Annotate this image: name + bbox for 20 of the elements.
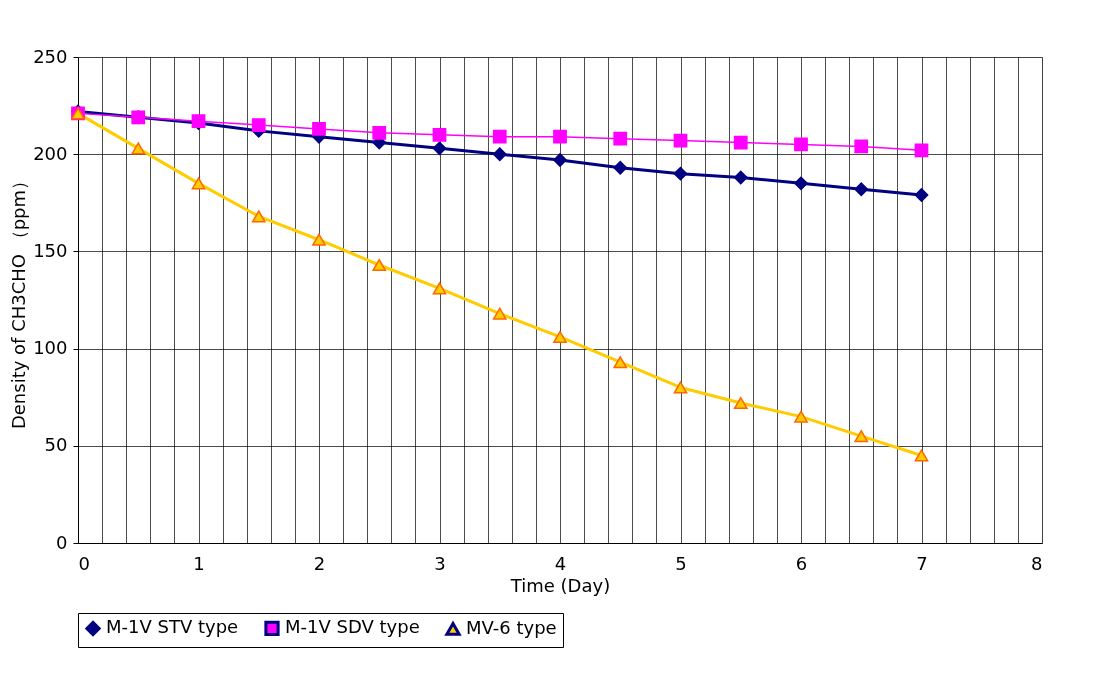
y-tick-label: 200 [33,142,68,164]
y-tick-label: 0 [56,531,68,553]
x-tick-label: 6 [795,552,808,574]
x-tick-label: 4 [554,552,567,574]
legend-label: M-1V SDV type [285,616,420,638]
x-tick-label: 2 [313,552,326,574]
x-tick-label: 1 [193,552,205,574]
x-tick-label: 8 [1031,552,1043,574]
y-axis-title: Density of CH3CHO （ppm） [8,171,30,430]
x-tick-label: 0 [78,552,90,574]
legend-label: M-1V STV type [106,616,239,638]
y-tick-label: 100 [33,337,68,359]
legend-label: MV-6 type [466,616,557,638]
x-tick-label: 5 [675,552,687,574]
y-tick-label: 150 [33,239,68,261]
y-tick-label: 250 [33,45,68,67]
y-tick-label: 50 [44,434,68,456]
x-tick-label: 7 [916,552,928,574]
x-axis-title: Time (Day) [509,574,611,596]
x-tick-label: 3 [434,552,446,574]
